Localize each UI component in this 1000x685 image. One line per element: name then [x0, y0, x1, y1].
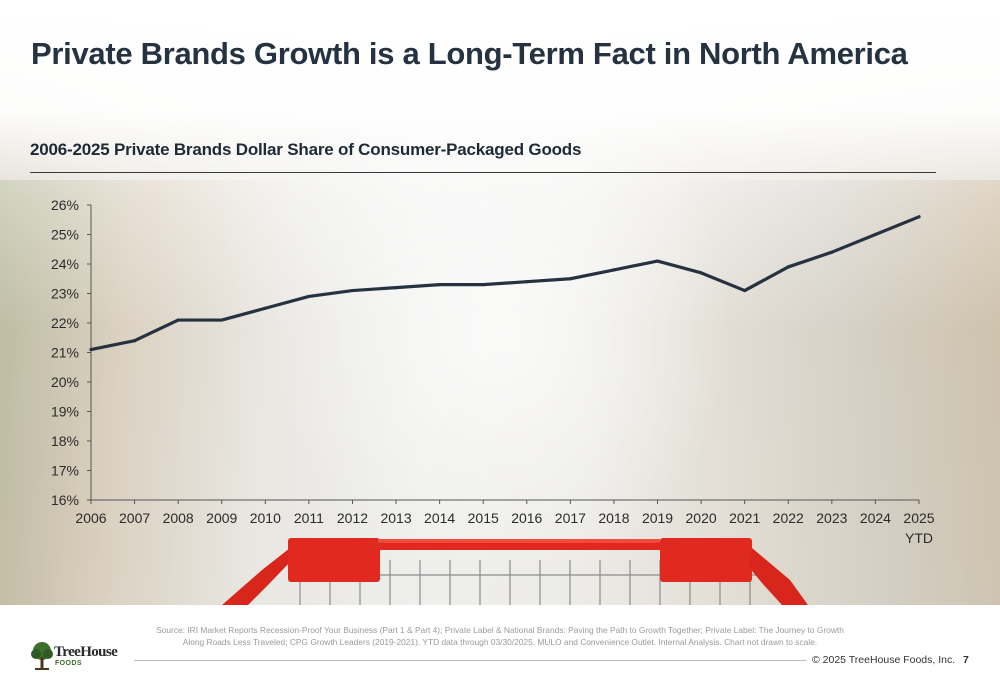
x-tick-label: 2024: [860, 510, 891, 526]
x-tick-label: 2023: [816, 510, 847, 526]
data-point: [830, 251, 833, 254]
data-point: [177, 318, 180, 321]
y-tick-label: 24%: [51, 256, 79, 272]
x-tick-label: 2015: [468, 510, 499, 526]
x-tick-label: 2011: [294, 510, 324, 526]
y-tick-label: 23%: [51, 286, 79, 302]
y-tick-label: 16%: [51, 492, 79, 508]
data-point: [394, 286, 397, 289]
x-axis: 2006 2007 2008 2009 2010 2011 2012 2013 2014 2015…: [75, 500, 934, 546]
x-tick-label: 2018: [598, 510, 629, 526]
x-tick-label: 2009: [206, 510, 237, 526]
y-axis: 16% 17% 18% 19% 20% 21% 22% 23% 24% 25% 26%: [51, 197, 91, 508]
x-tick-label: 2019: [642, 510, 673, 526]
data-point: [133, 339, 136, 342]
data-point: [874, 233, 877, 236]
y-tick-label: 25%: [51, 227, 79, 243]
x-tick-sublabel: YTD: [905, 530, 933, 546]
y-tick-label: 21%: [51, 345, 79, 361]
data-point: [787, 265, 790, 268]
line-chart: 16%17%18%19%20%21%22%23%24%25%26% 2006 20…: [0, 0, 1000, 605]
data-point: [351, 289, 354, 292]
data-point: [700, 271, 703, 274]
data-point: [220, 318, 223, 321]
x-tick-label: 2021: [729, 510, 760, 526]
x-tick-label: 2007: [119, 510, 150, 526]
y-tick-label: 20%: [51, 374, 79, 390]
copyright: © 2025 TreeHouse Foods, Inc.: [812, 654, 955, 666]
data-point: [743, 289, 746, 292]
x-tick-label: 2025: [903, 510, 934, 526]
y-tick-label: 19%: [51, 404, 79, 420]
chart-series: [89, 215, 920, 351]
data-point: [612, 268, 615, 271]
logo-subtitle: FOODS: [55, 660, 82, 667]
x-tick-label: 2017: [555, 510, 586, 526]
data-point: [482, 283, 485, 286]
data-point: [656, 259, 659, 262]
x-tick-label: 2008: [163, 510, 194, 526]
data-point: [438, 283, 441, 286]
series-line: [91, 217, 919, 350]
y-tick-label: 26%: [51, 197, 79, 213]
logo-wordmark: TreeHouse: [54, 644, 117, 661]
y-tick-label: 22%: [51, 315, 79, 331]
x-tick-label: 2013: [380, 510, 411, 526]
x-tick-label: 2014: [424, 510, 455, 526]
footer-divider: [134, 660, 806, 661]
data-point: [307, 295, 310, 298]
x-tick-label: 2016: [511, 510, 542, 526]
x-tick-label: 2012: [337, 510, 368, 526]
x-tick-label: 2022: [773, 510, 804, 526]
data-point: [525, 280, 528, 283]
y-tick-label: 17%: [51, 463, 79, 479]
x-tick-label: 2010: [250, 510, 281, 526]
y-tick-label: 18%: [51, 433, 79, 449]
source-note: Source: IRI Market Reports Recession-Pro…: [150, 624, 850, 648]
data-point: [569, 277, 572, 280]
tree-icon: [30, 641, 54, 671]
data-point: [89, 348, 92, 351]
x-tick-label: 2020: [686, 510, 717, 526]
page-number: 7: [963, 654, 969, 666]
x-tick-label: 2006: [75, 510, 106, 526]
data-point: [917, 215, 920, 218]
data-point: [264, 307, 267, 310]
